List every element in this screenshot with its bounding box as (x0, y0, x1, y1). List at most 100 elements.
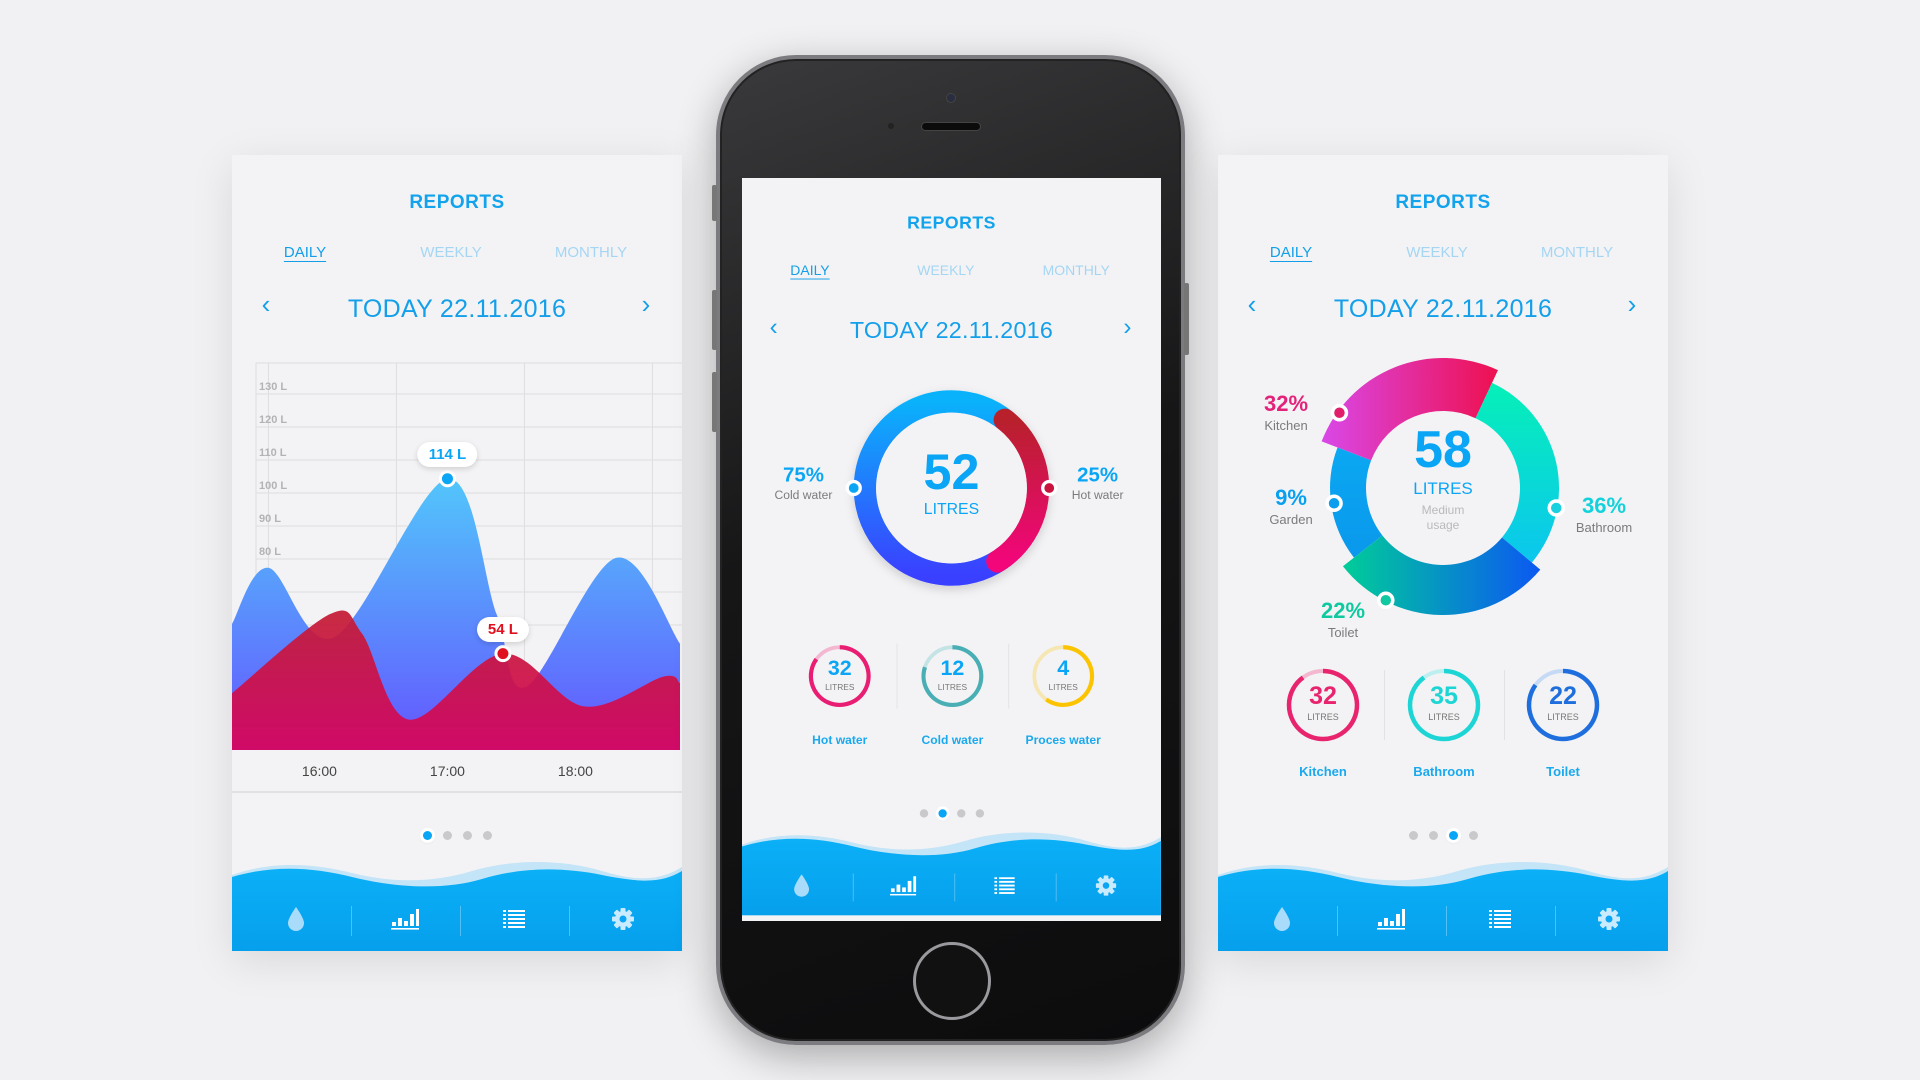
nav-button-list[interactable] (1489, 908, 1511, 934)
bar-chart-icon (889, 875, 917, 900)
list-icon (1489, 909, 1511, 933)
page-dot[interactable] (442, 831, 452, 840)
donut-segment-kitchen (1321, 358, 1498, 461)
usage-ring-hot-water[interactable]: 32 LITRES (798, 634, 882, 718)
segment-marker (1041, 479, 1058, 497)
page-dot[interactable] (462, 831, 472, 840)
nav-button-gear[interactable] (1095, 874, 1117, 900)
nav-button-gear[interactable] (612, 907, 634, 934)
total-litres-unit: LITRES (1413, 479, 1473, 498)
ring-label: Hot water (812, 732, 868, 747)
nav-button-water-drop[interactable] (792, 873, 811, 902)
donut-hole (876, 412, 1027, 564)
usage-ring-cold-water[interactable]: 12 LITRES (911, 634, 995, 718)
gear-icon (1095, 874, 1117, 900)
water-wave (742, 832, 1161, 916)
segment-percent: 22% (1320, 598, 1366, 623)
iphone-mockup: REPORTS DAILY WEEKLY MONTHLY ‹ TODAY 22.11.20… (716, 55, 1185, 1045)
y-tick-label: 130 L (259, 381, 287, 393)
nav-divider (350, 906, 352, 936)
chevron-left-icon[interactable]: ‹ (261, 289, 271, 319)
nav-button-water-drop[interactable] (286, 906, 306, 937)
page-dot[interactable] (1408, 831, 1418, 840)
tab-daily[interactable]: DAILY (790, 262, 830, 279)
page-dot[interactable] (919, 809, 928, 818)
chevron-left-icon[interactable]: ‹ (769, 312, 778, 340)
tab-daily[interactable]: DAILY (1269, 244, 1313, 261)
value-tooltip: 114 L (417, 441, 478, 467)
nav-button-bar-chart[interactable] (1376, 908, 1406, 934)
tab-weekly[interactable]: WEEKLY (917, 262, 975, 279)
x-tick-label: 16:00 (301, 763, 337, 779)
nav-button-list[interactable] (994, 875, 1015, 899)
water-drop-icon (792, 873, 811, 902)
page-dot[interactable] (1428, 831, 1438, 840)
water-drop-icon (1272, 906, 1292, 937)
wave-front (232, 868, 682, 951)
volume-up-button[interactable] (712, 290, 717, 350)
water-drop-icon (286, 906, 306, 937)
volume-down-button[interactable] (712, 372, 717, 432)
chevron-right-icon[interactable]: › (1627, 289, 1637, 319)
chevron-right-icon[interactable]: › (1123, 312, 1132, 340)
x-axis-band (232, 750, 682, 793)
usage-ring-toilet[interactable]: 22 LITRES (1518, 660, 1608, 750)
home-button[interactable] (913, 942, 991, 1020)
page-dot[interactable] (1468, 831, 1478, 840)
mute-switch[interactable] (712, 185, 717, 221)
chevron-right-icon[interactable]: › (641, 289, 651, 319)
tab-weekly[interactable]: WEEKLY (420, 244, 482, 261)
y-tick-label: 120 L (259, 414, 287, 426)
page-dot[interactable] (975, 809, 984, 818)
page-dot[interactable] (482, 831, 492, 840)
ring-divider (1007, 643, 1009, 709)
power-button[interactable] (1184, 283, 1189, 355)
segment-label: Garden (1269, 512, 1313, 527)
page-dot[interactable] (937, 809, 947, 818)
data-point (494, 645, 512, 663)
water-wave (232, 862, 682, 951)
bar-chart-icon (390, 908, 420, 935)
ring-fill (921, 645, 984, 707)
bar-chart-icon (1376, 908, 1406, 935)
chevron-left-icon[interactable]: ‹ (1247, 289, 1257, 319)
page-dot[interactable] (1448, 831, 1458, 840)
segment-marker (845, 479, 862, 497)
date-label: TODAY 22.11.2016 (849, 317, 1054, 344)
nav-button-bar-chart[interactable] (390, 908, 420, 934)
tab-monthly[interactable]: MONTHLY (554, 244, 628, 261)
ring-unit: LITRES (937, 682, 968, 692)
usage-ring-kitchen[interactable]: 32 LITRES (1278, 660, 1368, 750)
ring-divider (1383, 670, 1385, 740)
tab-monthly[interactable]: MONTHLY (1540, 244, 1614, 261)
page-dot[interactable] (422, 831, 432, 840)
donut-segment-garden (1330, 447, 1383, 558)
ring-divider (896, 643, 898, 709)
page-dot[interactable] (956, 809, 965, 818)
nav-divider (568, 906, 570, 936)
nav-divider (1445, 906, 1447, 936)
nav-button-list[interactable] (503, 908, 525, 934)
nav-button-bar-chart[interactable] (889, 875, 917, 899)
usage-ring-bathroom[interactable]: 35 LITRES (1399, 660, 1489, 750)
segment-label: Bathroom (1575, 520, 1633, 535)
ring-fill (1526, 668, 1600, 742)
donut-segment-bathroom (1475, 382, 1559, 563)
ring-unit: LITRES (1048, 682, 1078, 692)
tab-weekly[interactable]: WEEKLY (1406, 244, 1468, 261)
date-label: TODAY 22.11.2016 (1333, 295, 1553, 323)
ring-unit: LITRES (1428, 712, 1460, 722)
gear-icon (1598, 907, 1620, 935)
nav-button-water-drop[interactable] (1272, 906, 1292, 937)
usage-ring-proces-water[interactable]: 4 LITRES (1021, 634, 1105, 718)
segment-label: Hot water (1071, 488, 1124, 502)
ring-fill (808, 645, 871, 707)
nav-button-gear[interactable] (1598, 907, 1620, 935)
tab-monthly[interactable]: MONTHLY (1042, 262, 1110, 279)
segment-marker (1547, 499, 1566, 517)
tab-daily[interactable]: DAILY (283, 244, 327, 261)
ring-value: 32 (1309, 682, 1337, 710)
water-usage-screen: REPORTS DAILY WEEKLY MONTHLY ‹ TODAY 22.11.20… (742, 178, 1161, 921)
ring-unit: LITRES (1547, 712, 1579, 722)
data-point (438, 470, 456, 488)
